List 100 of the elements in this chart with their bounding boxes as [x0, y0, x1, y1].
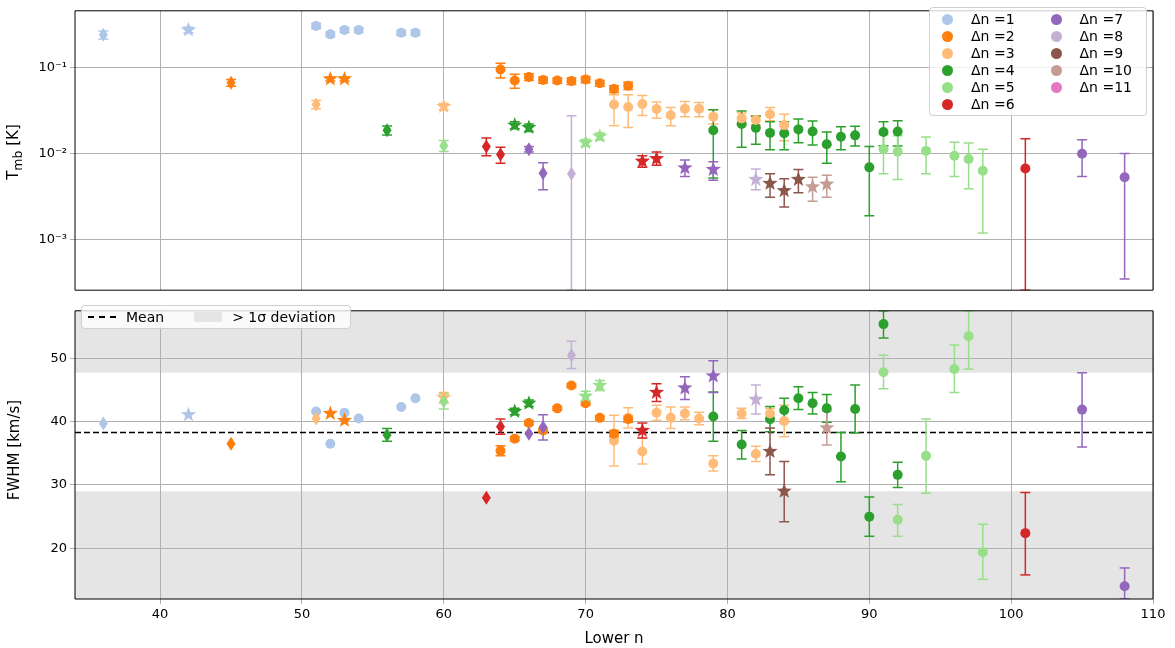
- point: [807, 126, 818, 137]
- x-tick-label: 110: [1140, 606, 1166, 622]
- point: [1077, 148, 1088, 159]
- point: [705, 161, 721, 177]
- y-tick-label: 10⁻³: [38, 231, 67, 247]
- point: [353, 413, 364, 424]
- y-tick-label: 20: [50, 539, 67, 555]
- point: [850, 403, 861, 414]
- point: [864, 162, 875, 173]
- point: [436, 98, 452, 113]
- x-tick-label: 100: [998, 606, 1024, 622]
- y-tick-label: 40: [50, 413, 67, 429]
- point: [679, 103, 690, 114]
- legend-label: Δn =1: [971, 11, 1015, 27]
- point: [651, 407, 662, 418]
- y-tick-label: 10⁻²: [38, 144, 67, 160]
- point: [892, 469, 903, 480]
- legend-label: Δn =5: [971, 79, 1015, 95]
- point: [776, 182, 792, 198]
- point: [623, 102, 634, 113]
- point: [521, 395, 537, 410]
- point: [850, 130, 861, 141]
- point: [790, 171, 806, 186]
- point: [708, 411, 719, 422]
- point: [609, 99, 619, 110]
- point: [705, 368, 721, 383]
- point: [336, 70, 353, 86]
- legend-label: Δn =7: [1079, 11, 1124, 27]
- point: [1020, 528, 1031, 539]
- y-axis-title: FWHM [km/s]: [5, 399, 23, 501]
- point: [748, 391, 764, 406]
- point: [592, 128, 608, 143]
- y-tick-label: 10⁻¹: [38, 58, 67, 74]
- point: [835, 131, 846, 142]
- point: [1020, 163, 1031, 174]
- legend-label: Δn =10: [1079, 62, 1132, 78]
- point: [779, 120, 790, 131]
- point: [821, 403, 832, 414]
- point: [1119, 581, 1130, 592]
- point: [322, 405, 338, 420]
- point: [651, 104, 662, 115]
- point: [878, 127, 889, 138]
- x-tick-label: 40: [151, 606, 169, 622]
- legend-label: Δn =2: [971, 28, 1015, 44]
- point: [892, 126, 903, 137]
- point: [892, 146, 903, 157]
- point: [708, 125, 719, 136]
- x-tick-label: 50: [293, 606, 311, 622]
- y-tick-label: 30: [50, 476, 67, 492]
- point: [762, 175, 778, 190]
- point: [807, 398, 818, 409]
- point: [336, 412, 353, 427]
- point: [578, 134, 594, 150]
- x-tick-label: 80: [719, 606, 736, 622]
- x-tick-label: 60: [435, 606, 453, 622]
- point: [819, 176, 835, 191]
- point: [748, 171, 764, 186]
- point: [322, 70, 338, 86]
- point: [878, 144, 889, 155]
- point: [864, 511, 875, 522]
- legend-label: Δn =8: [1079, 28, 1124, 44]
- point: [637, 99, 648, 110]
- point: [963, 331, 974, 342]
- point: [835, 451, 846, 462]
- legend-label: Mean: [126, 309, 165, 325]
- band-label: > 1σ deviation: [232, 309, 336, 325]
- point: [921, 145, 932, 156]
- point: [180, 21, 197, 37]
- point: [736, 439, 747, 450]
- point: [921, 450, 932, 461]
- legend-label: Δn =4: [971, 62, 1015, 78]
- point: [507, 117, 523, 132]
- point: [892, 514, 903, 525]
- point: [779, 405, 790, 416]
- point: [765, 127, 776, 138]
- point: [878, 319, 889, 330]
- point: [648, 384, 665, 399]
- point: [1077, 404, 1088, 415]
- point: [963, 154, 974, 165]
- legend-label: Δn =11: [1079, 79, 1132, 95]
- point: [878, 367, 889, 378]
- point: [821, 139, 832, 150]
- point: [509, 433, 520, 444]
- point: [949, 364, 960, 375]
- point: [776, 483, 792, 498]
- point: [750, 448, 761, 459]
- y-tick-label: 50: [50, 349, 67, 365]
- point: [977, 547, 988, 558]
- point: [396, 402, 407, 413]
- x-axis-title: Lower n: [584, 628, 644, 647]
- point: [804, 178, 821, 194]
- point: [694, 103, 705, 114]
- point: [637, 446, 648, 457]
- legend-label: Δn =6: [971, 96, 1015, 112]
- point: [1119, 172, 1130, 183]
- point: [779, 416, 790, 427]
- point: [665, 110, 676, 121]
- point: [507, 403, 523, 418]
- x-tick-label: 70: [577, 606, 594, 622]
- point: [410, 393, 421, 404]
